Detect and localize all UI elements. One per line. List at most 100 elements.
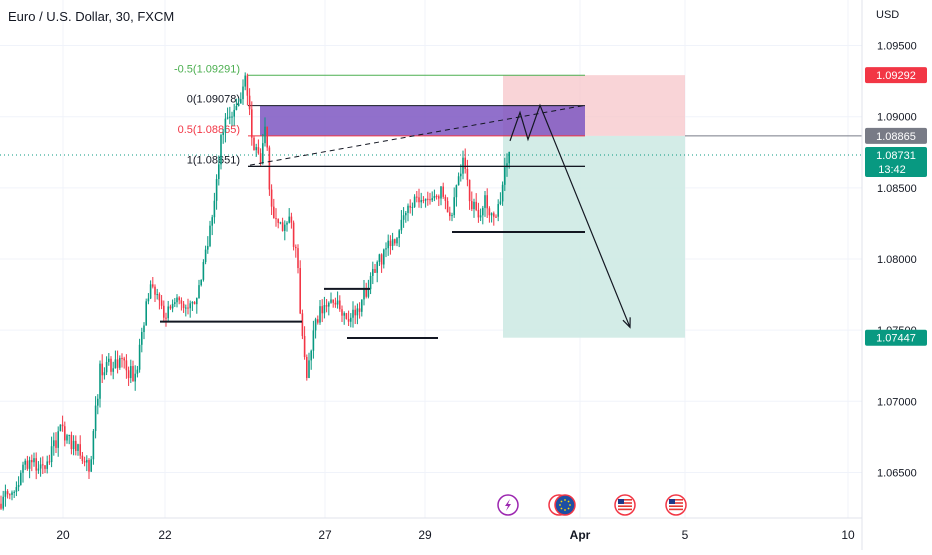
us-flag-stripe [618,508,632,511]
candle-body [145,301,147,326]
us-flag-stripe [618,499,632,501]
candle-body [9,494,11,496]
candle-body [209,225,211,247]
candle-body [411,206,414,208]
candle-body [266,126,268,148]
candle-body [233,109,235,117]
candle-body [81,455,84,461]
candle-body [297,248,299,269]
us-flag-stripe [669,499,683,501]
candle-body [262,143,264,163]
candle-body [200,279,202,286]
candle-body [486,195,488,209]
candle-body [147,298,150,302]
candle-body [464,157,466,169]
candle-body [13,491,15,493]
candle-body [246,75,249,96]
x-tick-label: 20 [56,528,70,542]
eu-star [564,499,566,501]
candle-body [242,86,244,100]
candle-body [171,303,174,309]
candle-body [361,299,363,312]
y-tick-label: 1.08000 [877,254,917,266]
candle-body [116,359,119,368]
candle-body [372,268,374,276]
candle-body [323,305,326,314]
candle-body [220,135,222,165]
candle-body [90,459,92,472]
us-flag-stripe [618,502,632,504]
candle-body [114,359,117,369]
candle-body [310,350,312,361]
lightning-event-icon-bolt [505,499,511,511]
candle-body [493,213,495,217]
candle-body [167,306,169,319]
candle-body [141,332,143,345]
us-event-icon-1 [614,494,636,516]
candle-body [35,458,37,471]
candle-body [376,261,378,273]
candle-body [213,200,216,218]
candle-body [138,344,141,370]
us-flag-canton [669,499,675,504]
us-flag-stripe [669,502,683,504]
candle-body [363,288,365,300]
price-badge-countdown: 13:42 [878,164,906,176]
candle-body [251,109,253,138]
candle-body [229,116,231,118]
eu-star [569,504,571,506]
us-event-icon-2 [665,494,687,516]
candle-body [347,318,350,322]
candle-body [160,300,163,306]
candle-body [457,176,460,186]
projection-path [509,103,631,328]
candle-body [64,426,66,441]
projection-arrow-head [622,317,631,329]
candle-body [288,216,290,223]
candle-body [61,424,64,427]
candle-body [433,195,436,199]
candle-body [273,206,275,219]
x-tick-label: Apr [570,528,591,542]
candle-body [358,308,361,312]
candle-body [57,431,59,448]
candle-body [466,168,469,180]
currency-label: USD [876,9,900,21]
candle-body [103,372,106,376]
supply-zone [260,105,585,136]
candle-body [174,302,176,304]
eu-star [567,500,570,503]
candle-body [11,492,13,495]
candles-group [0,72,510,511]
eu-star [560,507,563,510]
candle-body [477,209,480,218]
candle-body [127,370,130,379]
us-flag-stripe [669,505,683,507]
candle-body [83,460,86,463]
candle-body [240,99,242,104]
candle-body [185,307,187,309]
x-tick-label: 10 [841,528,855,542]
candle-body [473,201,475,210]
price-badge-target [865,329,927,346]
candle-body [354,309,356,316]
candle-body [134,373,136,382]
candle-body [479,215,482,218]
price-badge-current [865,146,927,177]
candle-body [402,215,405,220]
candle-body [121,357,123,359]
y-tick-label: 1.09500 [877,41,917,53]
candle-body [484,195,486,208]
us-flag-stripe [618,505,632,507]
candle-body [222,132,224,136]
candle-body [226,117,229,119]
candle-body [193,302,196,305]
x-tick-label: 5 [682,528,689,542]
candle-body [295,246,297,249]
eu-star [559,504,561,506]
candle-body [442,186,444,197]
candle-body [211,217,213,226]
candle-body [290,216,293,223]
